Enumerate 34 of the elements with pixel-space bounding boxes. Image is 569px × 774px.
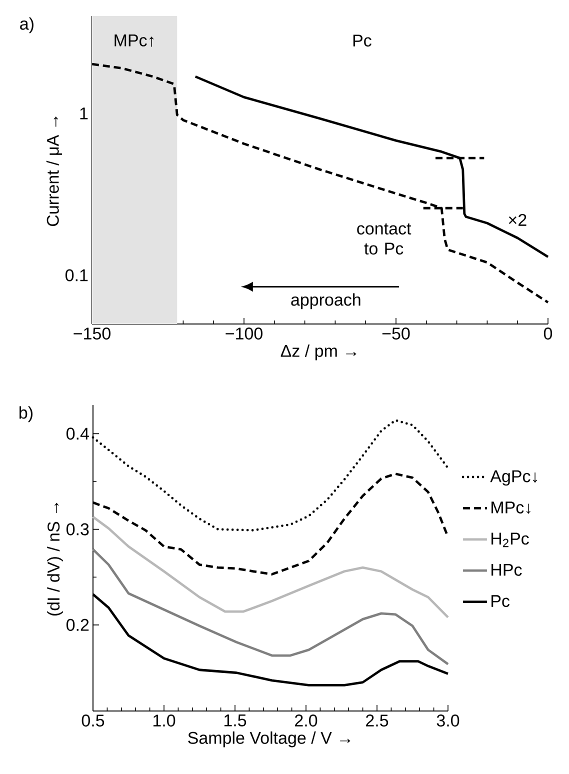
x-tick-label: −100 xyxy=(226,328,262,340)
x-tick-label: 3.0 xyxy=(436,714,460,727)
annotation: approach xyxy=(291,293,360,310)
x-tick-label: −150 xyxy=(74,328,110,340)
y-tick-label: 0.2 xyxy=(66,618,89,631)
x-axis-title: Δz / pm → xyxy=(280,344,356,360)
chart-title: a) xyxy=(20,17,34,34)
y-axis-title: (dI / dV) / nS → xyxy=(47,502,63,616)
x-tick-label: 0 xyxy=(544,328,552,340)
x-tick-label: 0.5 xyxy=(82,714,104,727)
line-series xyxy=(92,548,450,666)
x-axis-title: Sample Voltage / V → xyxy=(188,731,350,748)
y-tick-label: 0.3 xyxy=(66,523,89,536)
x-tick-label: 1.5 xyxy=(224,714,246,726)
y-axis-title: Current / μA → xyxy=(46,116,62,226)
chart-title: b) xyxy=(20,406,32,422)
y-tick-label: 1 xyxy=(80,108,88,120)
annotation: ×2 xyxy=(508,214,526,226)
annotation: contact to Pc xyxy=(357,223,412,255)
y-tick-label: 0.4 xyxy=(66,428,89,440)
legend-label: AgPc↓ xyxy=(490,470,538,486)
annotation: Pc xyxy=(353,34,372,47)
legend-label: Pc xyxy=(492,595,510,608)
legend-label: MPc↓ xyxy=(492,502,530,514)
x-tick-label: 2.0 xyxy=(295,714,318,727)
x-tick-label: −50 xyxy=(382,328,410,340)
legend-label: HPc xyxy=(492,564,522,576)
x-tick-label: 1.0 xyxy=(153,714,176,727)
line-series xyxy=(92,516,450,618)
line-series xyxy=(194,75,550,258)
band-label: MPc↑ xyxy=(114,34,154,47)
x-tick-label: 2.5 xyxy=(366,714,388,727)
legend-label: H$_{2}$Pc xyxy=(492,532,529,548)
y-tick-label: 0.1 xyxy=(65,269,88,282)
